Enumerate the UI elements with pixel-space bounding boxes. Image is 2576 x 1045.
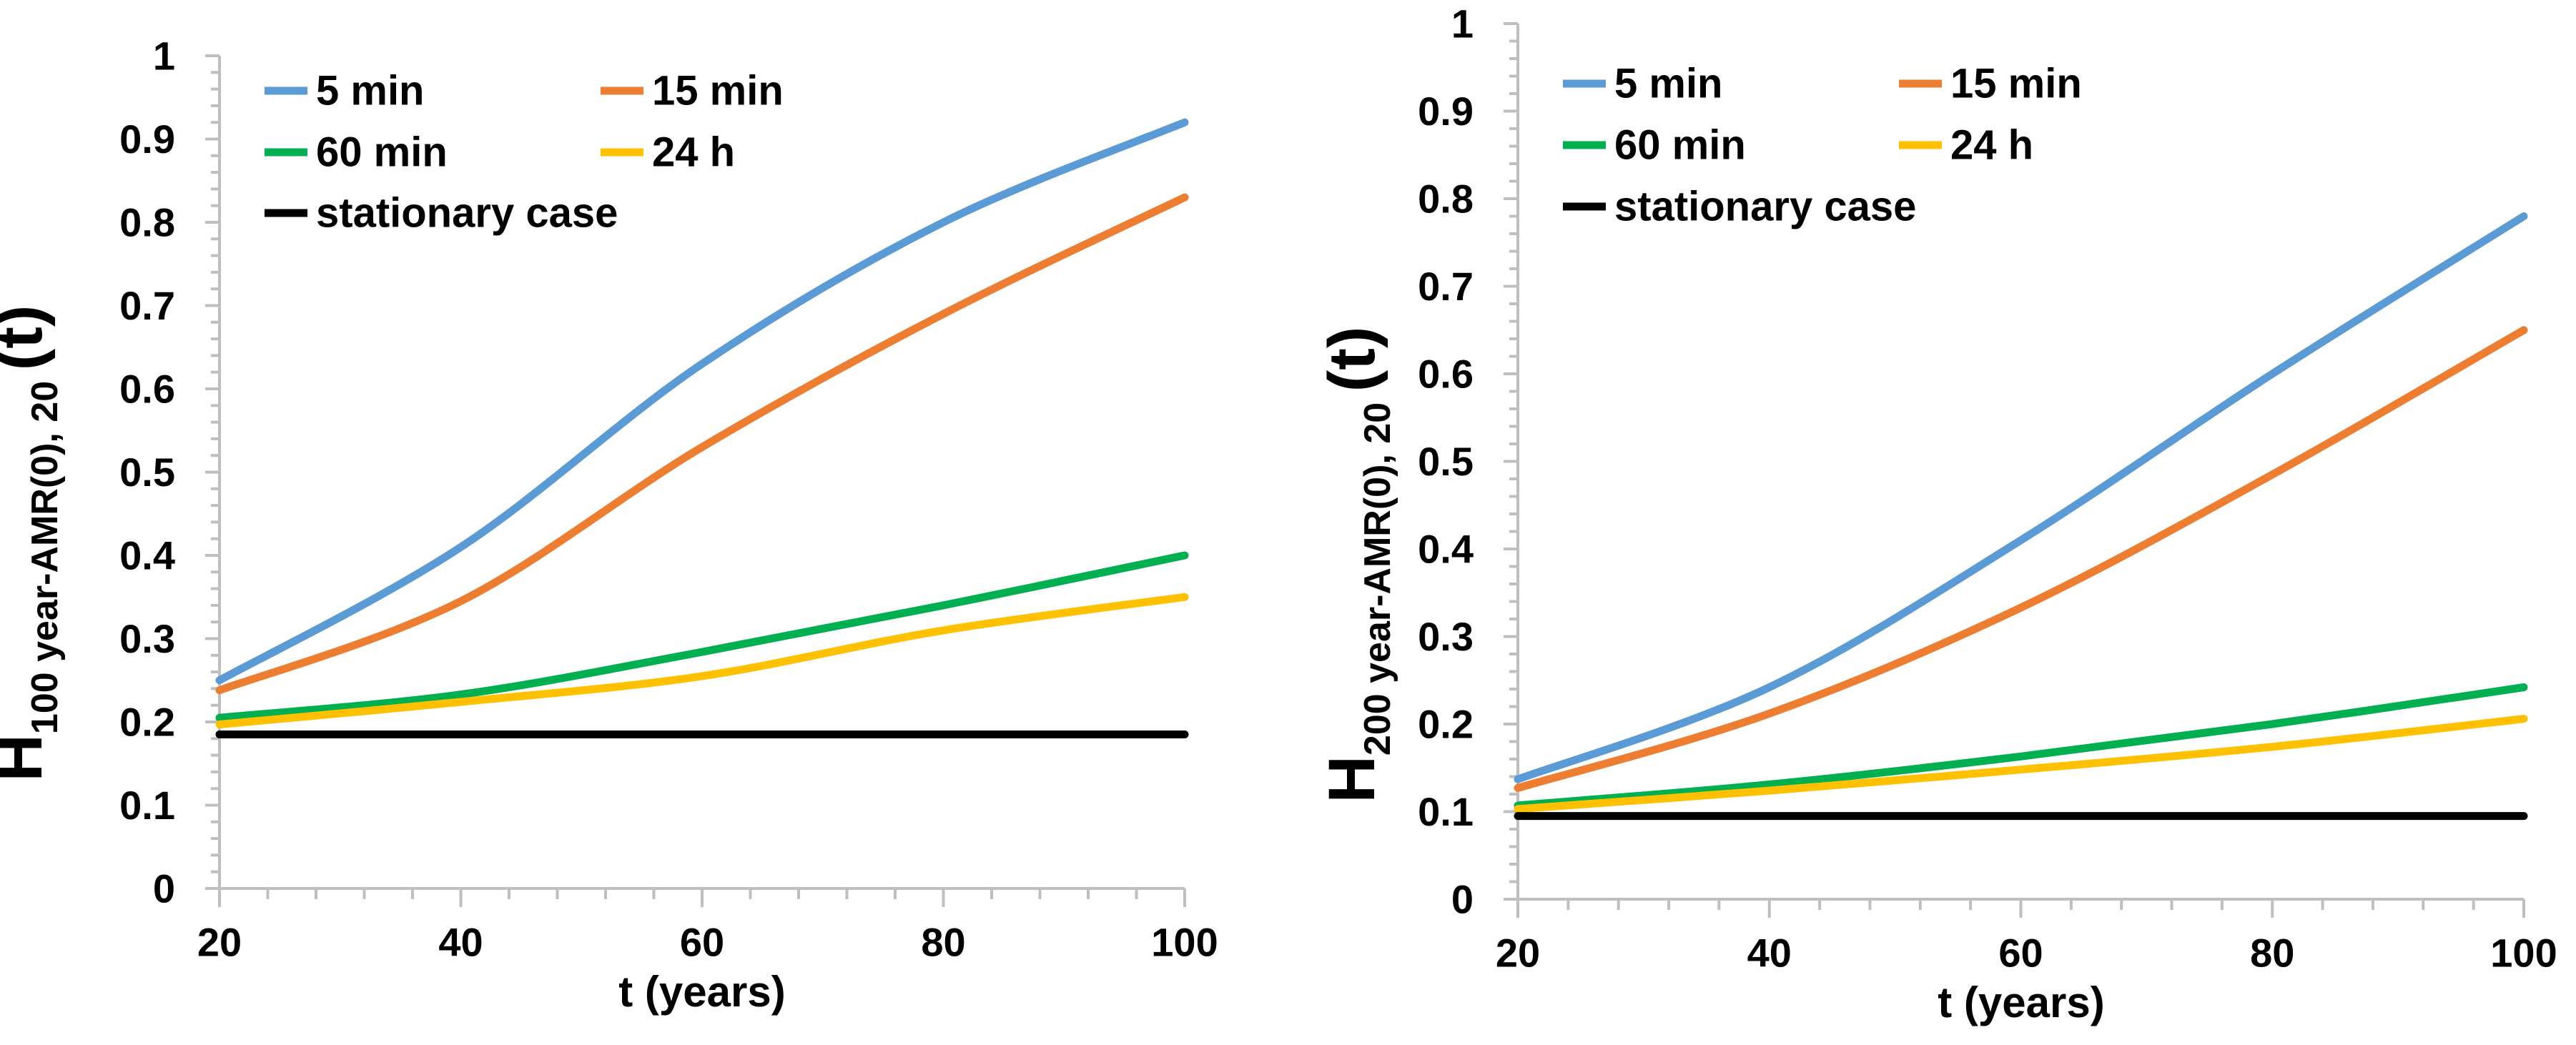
legend-item-5-min: 5 min (1563, 61, 1723, 107)
legend-item-stationary-case: stationary case (265, 190, 618, 237)
legend-item-24-h: 24 h (1899, 122, 2033, 169)
y-tick-label: 0.6 (119, 367, 175, 412)
legend-label: 24 h (652, 129, 735, 176)
legend-label: 60 min (316, 129, 448, 176)
y-tick-label: 1 (1451, 1, 1474, 46)
x-axis-title: t (years) (1938, 979, 2104, 1026)
y-tick-label: 0.9 (1418, 89, 1474, 134)
y-tick-label: 1 (153, 34, 175, 79)
legend-label: stationary case (316, 190, 618, 237)
y-tick-label: 0.8 (119, 200, 175, 245)
x-tick-label: 80 (921, 920, 965, 965)
left-chart: 0 0.1 0.2 0.3 0.4 0.5 0.6 0.7 0.8 0.9 1 20 40 60 80 100… (0, 34, 1218, 1016)
axes (205, 54, 1186, 907)
legend-item-24-h: 24 h (601, 129, 735, 176)
y-tick-label: 0.6 (1418, 352, 1474, 397)
series-line-5-min (1514, 212, 2528, 783)
legend-label: 24 h (1950, 122, 2033, 169)
legend-item-60-min: 60 min (1563, 122, 1746, 169)
x-tick-label: 40 (1747, 931, 1792, 976)
y-tick-label: 0.2 (119, 700, 175, 745)
y-tick-label: 0.4 (119, 533, 175, 578)
series-lines (1514, 212, 2528, 821)
y-axis-title: H100 year-AMR(0), 20 (t) (0, 304, 66, 781)
legend-label: 5 min (316, 68, 425, 114)
legend-label: 5 min (1614, 61, 1723, 107)
y-tick-label: 0.3 (1418, 614, 1474, 659)
y-tick-label: 0.9 (119, 117, 175, 162)
y-tick-label: 0.7 (119, 283, 175, 328)
legend-item-15-min: 15 min (1899, 61, 2082, 107)
series-line-15-min (1514, 326, 2528, 792)
y-axis-title: H200 year-AMR(0), 20 (t) (1316, 326, 1398, 803)
y-tick-label: 0.8 (1418, 177, 1474, 222)
x-tick-labels: 20 40 60 80 100 (197, 920, 1218, 965)
x-tick-label: 100 (1151, 920, 1218, 965)
series-line-60-min (1514, 683, 2528, 810)
y-tick-label: 0.3 (119, 616, 175, 661)
legend: 5 min 15 min 60 min 24 h stationary case (1563, 61, 2082, 230)
x-axis-title: t (years) (618, 968, 785, 1016)
y-tick-label: 0.7 (1418, 264, 1474, 309)
y-tick-labels: 0 0.1 0.2 0.3 0.4 0.5 0.6 0.7 0.8 0.9 1 (119, 34, 175, 911)
y-tick-label: 0.2 (1418, 702, 1474, 747)
axes (1504, 22, 2525, 918)
legend: 5 min 15 min 60 min 24 h stationary case (265, 68, 784, 237)
y-tick-label: 0.5 (1418, 439, 1474, 484)
x-tick-label: 60 (680, 920, 724, 965)
y-tick-label: 0 (153, 866, 175, 911)
x-tick-label: 20 (197, 920, 242, 965)
legend-label: 15 min (652, 68, 784, 114)
y-tick-label: 0.1 (119, 783, 175, 828)
y-tick-label: 0.4 (1418, 527, 1474, 572)
y-tick-label: 0 (1451, 877, 1474, 922)
legend-item-stationary-case: stationary case (1563, 184, 1916, 230)
legend-label: stationary case (1614, 184, 1916, 230)
y-tick-label: 0.1 (1418, 789, 1474, 834)
series-line-5-min (215, 118, 1189, 685)
series-line-60-min (215, 551, 1189, 722)
x-tick-labels: 20 40 60 80 100 (1496, 931, 2557, 976)
x-tick-label: 60 (1998, 931, 2043, 976)
x-tick-label: 40 (438, 920, 483, 965)
y-tick-labels: 0 0.1 0.2 0.3 0.4 0.5 0.6 0.7 0.8 0.9 1 (1418, 1, 1474, 922)
legend-item-5-min: 5 min (265, 68, 425, 114)
x-tick-label: 80 (2250, 931, 2294, 976)
right-chart: 0 0.1 0.2 0.3 0.4 0.5 0.6 0.7 0.8 0.9 1 20 40 60 80 100… (1316, 1, 2557, 1027)
series-line-24-h (215, 593, 1189, 728)
series-line-15-min (215, 193, 1189, 695)
series-line-24-h (1514, 715, 2528, 813)
x-tick-label: 20 (1496, 931, 1540, 976)
legend-label: 60 min (1614, 122, 1746, 169)
y-tick-label: 0.5 (119, 450, 175, 495)
legend-item-15-min: 15 min (601, 68, 784, 114)
x-tick-label: 100 (2490, 931, 2557, 976)
legend-label: 15 min (1950, 61, 2082, 107)
legend-item-60-min: 60 min (265, 129, 448, 176)
series-lines (215, 118, 1189, 739)
